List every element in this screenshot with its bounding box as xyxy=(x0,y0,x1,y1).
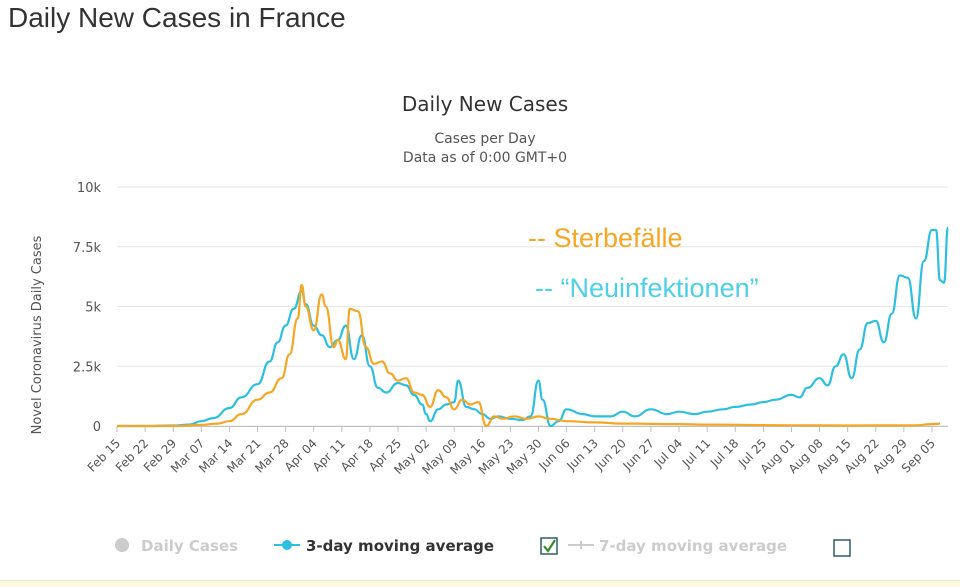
x-tick-label: Jun 13 xyxy=(563,436,600,473)
chart-subtitle-line2: Data as of 0:00 GMT+0 xyxy=(403,150,567,166)
annotation-neuinfektionen: -- “Neuinfektionen” xyxy=(535,273,759,303)
x-tick-label: Jun 20 xyxy=(592,436,629,473)
chart-title: Daily New Cases xyxy=(402,92,568,116)
x-tick-label: Jun 06 xyxy=(535,436,572,473)
series xyxy=(117,226,950,428)
legend-label-7day-average: 7-day moving average xyxy=(599,537,787,555)
legend-marker-icon xyxy=(282,540,292,550)
checkmark-icon xyxy=(543,539,556,553)
legend-item-7day-average[interactable]: 7-day moving average xyxy=(568,537,787,555)
y-tick-label: 2.5k xyxy=(73,360,102,375)
page-title: Daily New Cases in France xyxy=(8,2,346,33)
y-axis: 0 2.5k 5k 7.5k 10k xyxy=(73,181,102,435)
legend-label-3day-average: 3-day moving average xyxy=(306,537,494,555)
x-tick-label: Jul 04 xyxy=(651,436,685,470)
checkbox-3day-average[interactable] xyxy=(540,537,558,555)
series-line-3-day-moving-average xyxy=(117,226,950,428)
legend-plus-icon xyxy=(577,541,585,549)
series-line-sterbef-lle xyxy=(117,283,941,428)
y-axis-title: Novel Coronavirus Daily Cases xyxy=(30,235,45,434)
x-tick-label: Jun 27 xyxy=(620,436,657,473)
checkbox-box[interactable] xyxy=(833,539,851,557)
legend-item-3day-average[interactable]: 3-day moving average xyxy=(274,537,494,555)
y-tick-label: 10k xyxy=(77,181,102,196)
legend: Daily Cases 3-day moving average 7-day m… xyxy=(115,537,851,557)
legend-item-daily-cases[interactable]: Daily Cases xyxy=(115,537,238,555)
legend-label-daily-cases: Daily Cases xyxy=(141,537,238,555)
y-tick-label: 0 xyxy=(93,420,101,435)
checkbox-7day-average[interactable] xyxy=(833,539,851,557)
x-tick-label: Jul 18 xyxy=(707,436,741,470)
legend-circle-icon xyxy=(115,538,129,552)
y-tick-label: 5k xyxy=(85,301,101,316)
x-tick-label: Jul 11 xyxy=(679,436,713,470)
y-tick-label: 7.5k xyxy=(73,241,102,256)
chart-subtitle-line1: Cases per Day xyxy=(434,131,535,147)
annotation-sterbefaelle: -- Sterbefälle xyxy=(528,223,683,253)
page-footer-strip xyxy=(0,580,960,587)
